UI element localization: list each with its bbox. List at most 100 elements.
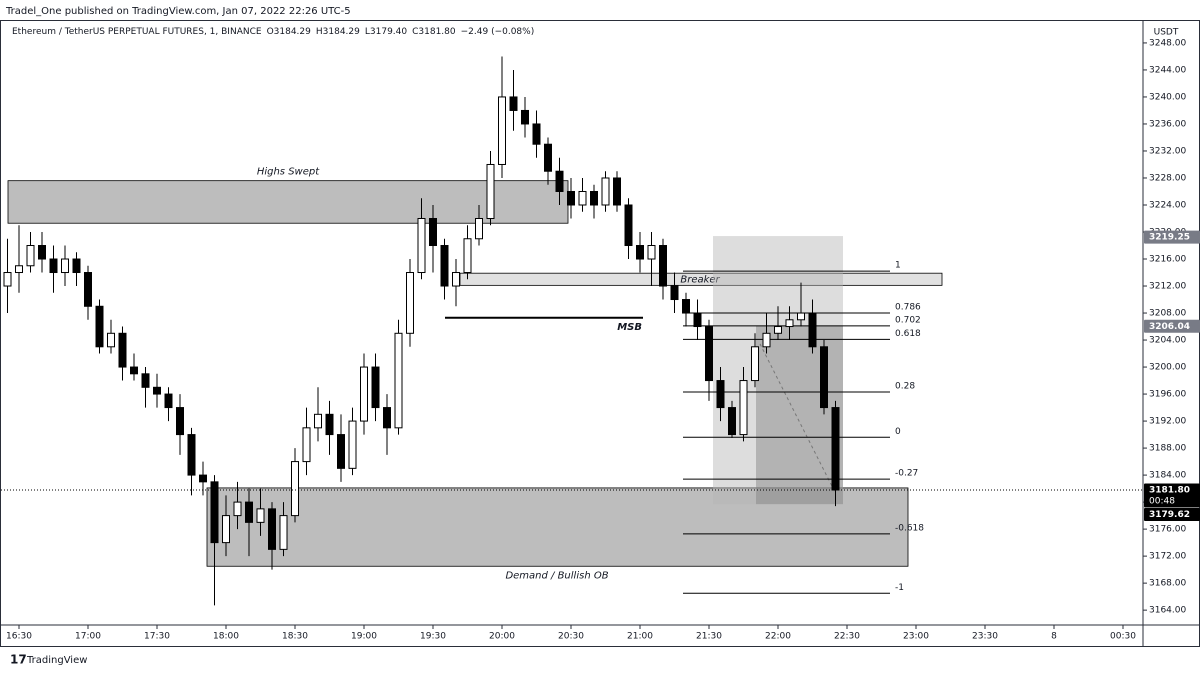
readout-part: Ethereum / TetherUS PERPETUAL FUTURES, 1… xyxy=(12,27,262,37)
candle-body xyxy=(739,380,748,436)
candle-body xyxy=(452,272,460,287)
publisher: Tradel_One published on TradingView.com,… xyxy=(5,6,351,17)
footer-brand: TradingView xyxy=(26,655,87,666)
candle-body xyxy=(394,332,403,429)
y-tick-label: 3240.00 xyxy=(1149,92,1186,102)
candle-body xyxy=(199,474,207,483)
candle-body xyxy=(705,326,713,382)
y-tick-label: 3232.00 xyxy=(1149,146,1186,156)
candle-body xyxy=(613,177,621,206)
fib-label: 0.618 xyxy=(895,329,921,339)
zone xyxy=(206,487,909,567)
candle-body xyxy=(417,217,426,274)
readout-part: O3184.29 xyxy=(267,27,312,37)
x-tick-label: 20:30 xyxy=(558,632,584,642)
candle-body xyxy=(544,143,552,172)
candle-body xyxy=(728,407,736,436)
y-tick-label: 3212.00 xyxy=(1149,282,1186,292)
candle-body xyxy=(130,366,138,375)
candle-body xyxy=(624,204,633,247)
price-tag xyxy=(1144,507,1200,521)
candle-body xyxy=(521,109,529,125)
position-path xyxy=(759,343,836,493)
candle-body xyxy=(325,413,334,436)
candle-body xyxy=(647,245,656,260)
y-tick-label: 3196.00 xyxy=(1149,390,1186,400)
candle-body xyxy=(498,96,506,165)
readout-part: −2.49 (−0.08%) xyxy=(461,27,535,37)
candle-body xyxy=(233,501,242,517)
candle-body xyxy=(256,508,265,523)
candle-body xyxy=(429,217,437,247)
readout-part: C3181.80 xyxy=(412,27,456,37)
candle-body xyxy=(670,285,679,301)
candle-body xyxy=(682,299,690,314)
price-tag xyxy=(1144,230,1200,244)
candle-body xyxy=(84,272,92,307)
fib-label: 0.702 xyxy=(895,315,921,325)
zone xyxy=(7,180,569,224)
candle-body xyxy=(509,96,518,111)
y-tick-label: 3192.00 xyxy=(1149,417,1186,427)
candle-body xyxy=(38,245,46,260)
candle-body xyxy=(751,346,759,382)
candle-body xyxy=(831,407,840,491)
fib-label: 0.28 xyxy=(895,382,915,392)
x-tick-label: 00:30 xyxy=(1110,632,1136,642)
x-tick-label: 18:30 xyxy=(282,632,308,642)
x-tick-label: 22:00 xyxy=(765,632,791,642)
candle-body xyxy=(440,245,449,287)
price-tag xyxy=(1144,483,1200,508)
readout-part: L3179.40 xyxy=(365,27,408,37)
candle-body xyxy=(176,407,184,436)
position-entry-box xyxy=(756,325,843,505)
price-tag xyxy=(1144,319,1200,333)
x-tick-label: 19:00 xyxy=(351,632,377,642)
price-tag-label: 3181.80 xyxy=(1149,485,1190,495)
symbol-readout: Ethereum / TetherUS PERPETUAL FUTURES, 1… xyxy=(12,27,534,37)
footer-logo: 17 xyxy=(10,653,27,667)
candle-body xyxy=(567,190,575,206)
fib-label: 0.786 xyxy=(895,303,921,313)
plot: Highs Swept Breaker Demand / Bullish OB MSB… xyxy=(1,56,1143,606)
x-tick-label: 23:00 xyxy=(903,632,929,642)
candle-body xyxy=(222,515,230,544)
candle-body xyxy=(337,434,345,469)
candle-body xyxy=(371,366,380,409)
candle-body xyxy=(716,380,725,409)
y-tick-label: 3176.00 xyxy=(1149,525,1186,535)
candle-body xyxy=(72,258,81,274)
y-tick-label: 3228.00 xyxy=(1149,173,1186,183)
x-tick-label: 8 xyxy=(1051,632,1057,642)
candle-body xyxy=(693,312,702,328)
x-tick-label: 17:30 xyxy=(144,632,170,642)
y-tick-label: 3172.00 xyxy=(1149,552,1186,562)
y-tick-label: 3208.00 xyxy=(1149,309,1186,319)
y-tick-label: 3236.00 xyxy=(1149,119,1186,129)
candle-body xyxy=(590,190,598,206)
x-tick-label: 21:00 xyxy=(627,632,653,642)
msb-label: MSB xyxy=(617,322,642,333)
candle-body xyxy=(555,170,564,192)
candle-body xyxy=(383,407,391,429)
candle-body xyxy=(187,434,196,476)
candle-body xyxy=(210,481,219,544)
candle-body xyxy=(475,217,483,240)
y-tick-label: 3224.00 xyxy=(1149,200,1186,210)
fib-label: 0 xyxy=(895,427,901,437)
zone-label: Breaker xyxy=(680,274,720,285)
x-tick-label: 18:00 xyxy=(213,632,239,642)
candle-body xyxy=(245,501,253,523)
y-tick-label: 3200.00 xyxy=(1149,363,1186,373)
candle-body xyxy=(797,312,805,321)
candle-body xyxy=(406,272,414,334)
candle-body xyxy=(348,420,357,469)
candle-body xyxy=(762,332,771,348)
candle-body xyxy=(49,258,58,274)
candle-body xyxy=(659,245,667,287)
candle-body xyxy=(808,312,817,348)
candle-body xyxy=(268,508,276,550)
fib-label: -0.618 xyxy=(895,523,924,533)
currency: USDT xyxy=(1154,28,1179,38)
y-tick-label: 3248.00 xyxy=(1149,38,1186,48)
